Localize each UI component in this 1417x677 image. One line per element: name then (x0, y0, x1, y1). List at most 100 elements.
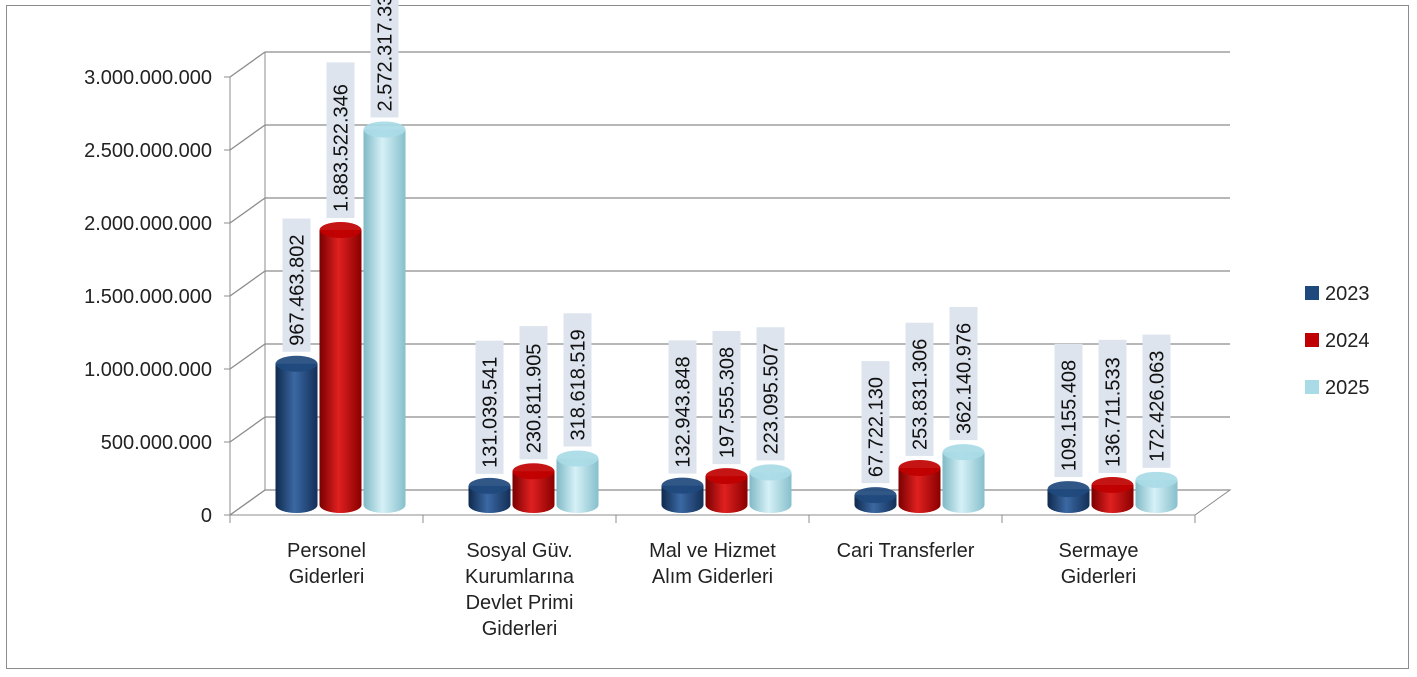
x-tick-label: Cari Transferler (837, 540, 975, 562)
y-tick-label: 2.000.000.000 (84, 213, 212, 235)
bar-top (705, 468, 748, 485)
bar-top (854, 487, 897, 504)
y-tick-label: 500.000.000 (101, 432, 212, 454)
data-label-text: 131.039.541 (480, 357, 502, 468)
data-label-text: 2.572.317.336 (375, 0, 397, 111)
data-label: 136.711.533 (1098, 339, 1127, 474)
data-label: 197.555.308 (712, 330, 741, 465)
data-label-bg (1098, 339, 1127, 474)
data-label-bg (370, 0, 399, 118)
x-tick-label: Sosyal Güv. Kurumlarına Devlet Primi Giderl… (465, 540, 575, 640)
bar-body (556, 458, 599, 513)
data-label: 2.572.317.336 (370, 0, 399, 118)
chart-frame (6, 5, 1409, 669)
bar (1047, 481, 1090, 513)
bar (661, 477, 704, 513)
data-label-bg (1054, 343, 1083, 478)
data-label-text: 362.140.976 (954, 323, 976, 434)
data-label-bg (563, 313, 592, 447)
data-label-text: 67.722.130 (866, 377, 888, 477)
gridline-side (229, 51, 266, 78)
bar (556, 450, 599, 513)
data-label-bg (712, 330, 741, 465)
data-label: 67.722.130 (861, 361, 890, 484)
data-label-bg (519, 326, 548, 460)
data-label: 223.095.507 (756, 327, 785, 461)
gridline-side (229, 416, 266, 443)
bar (854, 487, 897, 513)
data-label-bg (949, 306, 978, 441)
axis-layer: 0 500.000.000 1.000.000.000 1.500.000.000 2.… (84, 52, 1232, 640)
legend: 2023 2024 2025 (1305, 283, 1370, 399)
bar-body (942, 452, 985, 513)
legend-label: 2024 (1325, 330, 1370, 352)
bar (705, 468, 748, 513)
data-label-bg (326, 62, 355, 219)
bar-layer (275, 121, 1178, 514)
data-label-layer: 967.463.802 1.883.522.346 2.572.317.336 131… (282, 0, 1171, 484)
y-tick-label: 1.000.000.000 (84, 359, 212, 381)
data-label: 1.883.522.346 (326, 62, 355, 219)
legend-label: 2023 (1325, 283, 1370, 305)
data-label: 172.426.063 (1142, 334, 1171, 468)
x-tick-label: Personel Giderleri (287, 540, 366, 588)
data-label-bg (668, 340, 697, 474)
bar-body (363, 129, 406, 514)
bar-body (898, 467, 941, 513)
legend-swatch (1305, 333, 1319, 347)
bar-top (319, 222, 362, 239)
bar (512, 463, 555, 513)
bar-body (275, 363, 318, 513)
data-label: 362.140.976 (949, 306, 978, 441)
bar-top (275, 355, 318, 372)
bar-top (661, 477, 704, 494)
data-label-text: 230.811.905 (524, 344, 546, 454)
bar-top (1135, 471, 1178, 488)
x-tick-label: Mal ve Hizmet Alım Giderleri (649, 540, 776, 588)
data-label-bg (1142, 334, 1171, 468)
data-label-text: 1.883.522.346 (331, 84, 353, 212)
data-label: 131.039.541 (475, 340, 504, 474)
data-label-bg (756, 327, 785, 461)
bar (319, 222, 362, 513)
bar-body (749, 472, 792, 513)
bar (468, 477, 511, 513)
bar-body (1135, 479, 1178, 513)
bar-top (468, 477, 511, 494)
bar-top (942, 444, 985, 461)
bar-top (749, 464, 792, 481)
bar-top (556, 450, 599, 467)
data-label-text: 109.155.408 (1059, 360, 1081, 471)
gridline-side (229, 270, 266, 297)
data-label-bg (282, 218, 311, 352)
data-label-text: 253.831.306 (910, 339, 932, 450)
legend-swatch (1305, 380, 1319, 394)
y-tick-label: 3.000.000.000 (84, 67, 212, 89)
bar-top (898, 459, 941, 476)
data-label: 230.811.905 (519, 326, 548, 460)
bar-body (705, 476, 748, 513)
data-label-bg (905, 322, 934, 456)
legend-label: 2025 (1325, 377, 1370, 399)
legend-swatch (1305, 286, 1319, 300)
data-label-text: 197.555.308 (717, 347, 739, 458)
y-tick-label: 2.500.000.000 (84, 140, 212, 162)
bar-top (1091, 477, 1134, 494)
y-tick-label: 1.500.000.000 (84, 286, 212, 308)
bar (942, 444, 985, 513)
data-label-text: 172.426.063 (1147, 351, 1169, 462)
x-tick-label: Sermaye Giderleri (1058, 540, 1138, 588)
data-label-text: 132.943.848 (673, 356, 695, 467)
data-label: 109.155.408 (1054, 343, 1083, 478)
bar (749, 464, 792, 513)
data-label: 253.831.306 (905, 322, 934, 456)
bar-body (1091, 485, 1134, 513)
data-label: 967.463.802 (282, 218, 311, 352)
gridline-side (229, 124, 266, 151)
data-label-bg (861, 361, 890, 484)
data-label-text: 223.095.507 (761, 343, 783, 454)
bar-body (512, 471, 555, 513)
bar-top (363, 121, 406, 138)
bar (363, 121, 406, 514)
